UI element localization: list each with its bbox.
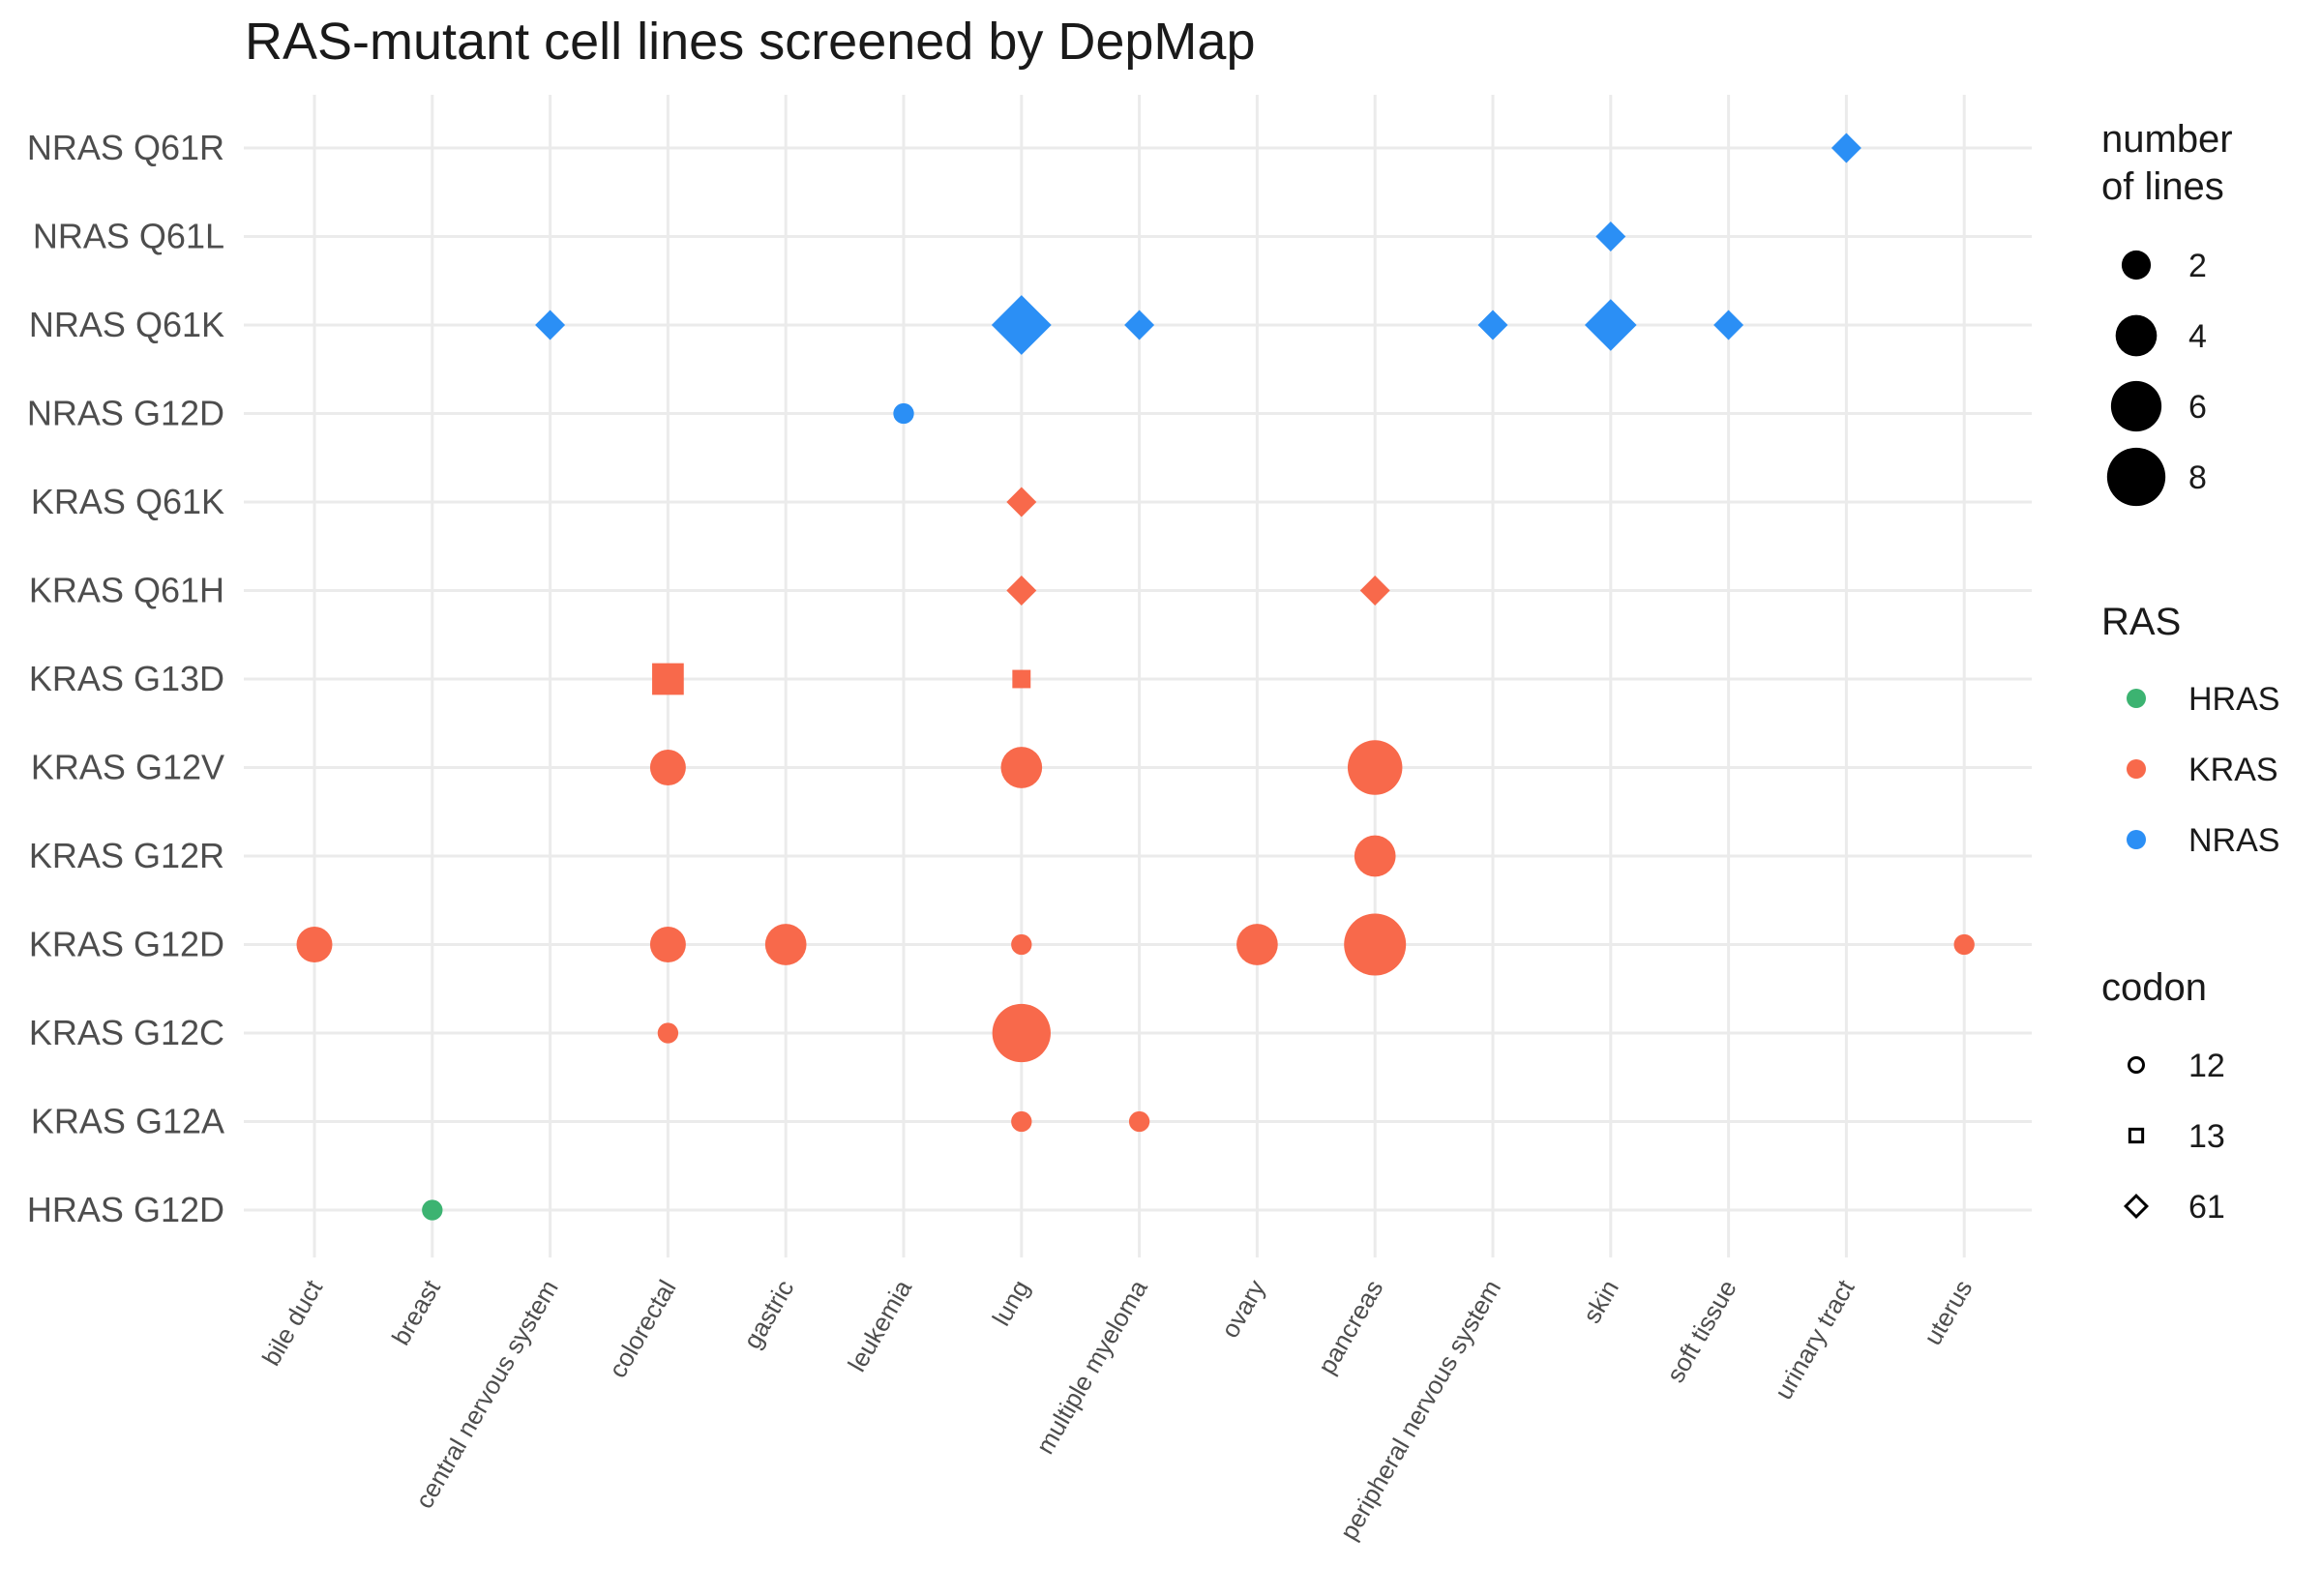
y-tick-label: NRAS Q61L: [33, 217, 224, 256]
chart-title: RAS-mutant cell lines screened by DepMap: [245, 13, 1256, 71]
point-kras-q61k-lung: [1006, 487, 1037, 517]
y-tick-label: KRAS G12V: [31, 748, 224, 787]
point-kras-g12c-lung: [992, 1003, 1051, 1063]
color-legend-key-kras: [2127, 759, 2146, 779]
y-tick-label: KRAS G12R: [29, 836, 224, 875]
x-tick-label: pancreas: [1312, 1275, 1388, 1379]
data-points: [296, 133, 1975, 1221]
y-tick-label: NRAS Q61K: [29, 305, 224, 344]
point-nras-q61r-urinary-tract: [1831, 133, 1861, 163]
point-kras-g13d-colorectal: [652, 663, 684, 695]
grid-lines: [244, 95, 2032, 1257]
y-tick-label: NRAS Q61R: [27, 128, 224, 167]
color-legend-label: KRAS: [2188, 752, 2278, 788]
color-legend-key-nras: [2127, 830, 2146, 849]
point-nras-q61k-lung: [991, 295, 1052, 355]
size-legend-key: [2115, 314, 2158, 357]
point-kras-g12a-multiple-myeloma: [1128, 1110, 1150, 1133]
size-legend-label: 6: [2188, 389, 2207, 426]
point-kras-g12v-lung: [1000, 747, 1043, 788]
x-tick-label: uterus: [1918, 1275, 1978, 1350]
point-kras-q61h-lung: [1006, 576, 1037, 606]
size-legend-key: [2106, 447, 2166, 507]
x-tick-label: breast: [386, 1274, 446, 1349]
size-legend-title: of lines: [2101, 165, 2224, 208]
shape-legend-label: 61: [2188, 1189, 2225, 1226]
x-tick-label: ovary: [1215, 1275, 1271, 1343]
point-kras-g12d-gastric: [764, 924, 807, 965]
shape-legend-label: 13: [2188, 1118, 2225, 1155]
x-tick-label: skin: [1577, 1275, 1624, 1328]
point-nras-q61k-soft-tissue: [1713, 310, 1744, 340]
size-legend-label: 8: [2188, 459, 2207, 496]
point-kras-g12d-ovary: [1236, 924, 1278, 965]
shape-legend-label: 12: [2188, 1048, 2225, 1084]
y-tick-label: HRAS G12D: [27, 1190, 224, 1229]
y-tick-label: KRAS G12C: [29, 1013, 224, 1052]
shape-legend-title: codon: [2101, 966, 2207, 1009]
y-tick-label: NRAS G12D: [27, 394, 224, 433]
point-nras-q61l-skin: [1595, 222, 1626, 251]
point-hras-g12d-breast: [422, 1199, 443, 1221]
y-tick-label: KRAS G12D: [29, 925, 224, 964]
point-kras-g12d-bile-duct: [296, 927, 333, 962]
x-tick-label: urinary tract: [1769, 1274, 1861, 1404]
color-legend-label: NRAS: [2188, 822, 2279, 859]
x-tick-label: multiple myeloma: [1030, 1275, 1153, 1460]
point-kras-g12d-pancreas: [1344, 913, 1407, 976]
size-legend-label: 2: [2188, 248, 2207, 284]
shape-legend-key-12: [2128, 1056, 2145, 1074]
x-tick-label: colorectal: [603, 1275, 682, 1382]
y-tick-label: KRAS G12A: [31, 1102, 224, 1141]
point-nras-q61k-peripheral-nervous-system: [1477, 310, 1508, 340]
color-legend-title: RAS: [2101, 601, 2181, 643]
x-tick-label: bile duct: [256, 1274, 329, 1371]
point-kras-g12r-pancreas: [1354, 835, 1396, 877]
point-kras-q61h-pancreas: [1359, 576, 1390, 606]
point-kras-g12c-colorectal: [657, 1022, 679, 1044]
point-nras-q61k-central-nervous-system: [535, 310, 566, 340]
point-kras-g12d-colorectal: [649, 927, 686, 962]
size-legend-key: [2110, 380, 2162, 432]
x-tick-label: soft tissue: [1660, 1275, 1742, 1387]
shape-legend-key-13: [2128, 1127, 2145, 1144]
color-legend-label: HRAS: [2188, 681, 2279, 718]
point-nras-g12d-leukemia: [893, 402, 914, 425]
size-legend-label: 4: [2188, 318, 2207, 355]
size-legend-title: number: [2101, 118, 2233, 161]
x-tick-label: gastric: [737, 1275, 799, 1353]
color-legend-key-hras: [2127, 689, 2146, 708]
point-kras-g12v-pancreas: [1347, 740, 1403, 795]
point-kras-g12v-colorectal: [649, 750, 686, 785]
y-tick-label: KRAS Q61H: [29, 571, 224, 610]
x-tick-label: leukemia: [842, 1275, 917, 1377]
point-nras-q61k-skin: [1585, 299, 1637, 351]
x-tick-label: lung: [986, 1275, 1035, 1331]
shape-legend-key-61: [2124, 1194, 2149, 1219]
point-nras-q61k-multiple-myeloma: [1124, 310, 1155, 340]
y-tick-label: KRAS G13D: [29, 659, 224, 698]
y-axis-tick-labels: HRAS G12D KRAS G12A KRAS G12C KRAS G12D KRAS…: [27, 128, 224, 1229]
y-tick-label: KRAS Q61K: [31, 482, 224, 521]
point-kras-g12d-uterus: [1953, 933, 1975, 956]
point-kras-g13d-lung: [1012, 669, 1031, 689]
size-legend-key: [2121, 250, 2152, 281]
point-kras-g12a-lung: [1011, 1110, 1032, 1133]
point-kras-g12d-lung: [1011, 933, 1032, 956]
